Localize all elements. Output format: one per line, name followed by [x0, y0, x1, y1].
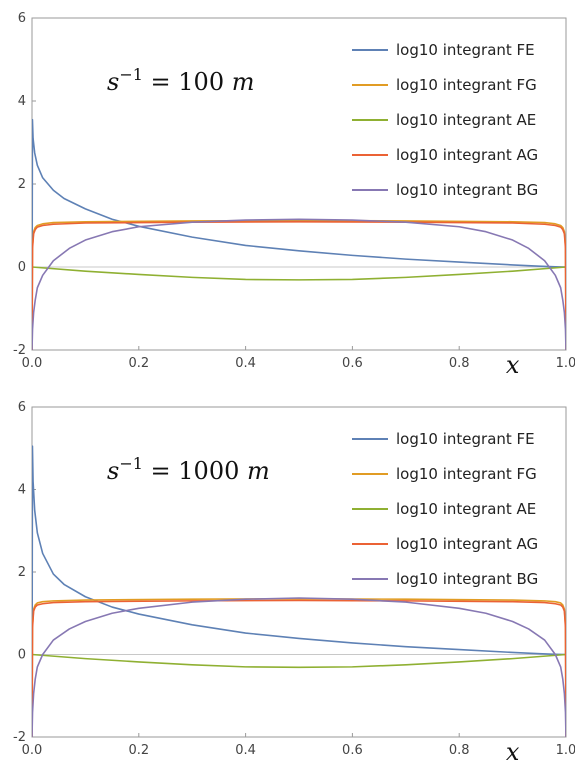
legend-label: log10 integrant FG: [396, 76, 537, 94]
x-tick-label: 0.0: [22, 743, 43, 758]
legend-label: log10 integrant AE: [396, 111, 536, 129]
annotation-unit: m: [247, 457, 270, 485]
x-tick-label: 1.0: [556, 743, 575, 758]
legend-label: log10 integrant FE: [396, 430, 535, 448]
annotation-base: s: [107, 68, 119, 96]
y-tick-label: 2: [18, 177, 26, 192]
annotation-exponent: −1: [119, 454, 143, 473]
legend: log10 integrant FE log10 integrant FG log1…: [352, 430, 538, 588]
legend-label: log10 integrant AG: [396, 146, 538, 164]
series-line-ag: [32, 220, 566, 350]
series-line-ae: [32, 653, 566, 669]
y-tick-label: 6: [18, 11, 26, 26]
x-axis-label: x: [506, 351, 520, 379]
annotation-equation: = 1000: [143, 457, 247, 485]
annotation-unit: m: [232, 68, 255, 96]
legend-label: log10 integrant AE: [396, 500, 536, 518]
legend: log10 integrant FE log10 integrant FG log1…: [352, 41, 538, 199]
y-tick-label: 0: [18, 260, 26, 275]
y-tick-label: 4: [18, 483, 26, 498]
annotation-base: s: [107, 457, 119, 485]
annotation-equation: = 100: [143, 68, 232, 96]
x-tick-label: 0.4: [235, 743, 256, 758]
annotation-text: s−1 = 1000 m: [107, 454, 270, 485]
y-tick-label: -2: [13, 343, 26, 358]
x-tick-label: 0.8: [449, 743, 470, 758]
series-line-fe: [32, 445, 566, 737]
legend-label: log10 integrant BG: [396, 181, 538, 199]
y-tick-label: 2: [18, 565, 26, 580]
x-tick-label: 0.6: [342, 743, 363, 758]
legend-label: log10 integrant BG: [396, 570, 538, 588]
x-tick-label: 1.0: [556, 356, 575, 371]
x-tick-label: 0.8: [449, 356, 470, 371]
legend-label: log10 integrant AG: [396, 535, 538, 553]
y-tick-label: 6: [18, 400, 26, 415]
y-tick-label: 0: [18, 648, 26, 663]
x-tick-label: 0.0: [22, 356, 43, 371]
x-tick-label: 0.6: [342, 356, 363, 371]
chart-1: -2 0 2 4 6 0.0 0.2 0.4 0.6 0.8 1.0 x log10 integrant…: [13, 11, 575, 379]
y-tick-label: 4: [18, 94, 26, 109]
chart-2: -2 0 2 4 6 0.0 0.2 0.4 0.6 0.8 1.0 x log10 integrant…: [13, 400, 575, 766]
legend-label: log10 integrant FE: [396, 41, 535, 59]
series-line-bg: [32, 597, 566, 737]
annotation-text: s−1 = 100 m: [107, 65, 255, 96]
series-line-fg: [32, 598, 566, 737]
series-group: [32, 118, 566, 350]
series-line-ag: [32, 599, 566, 737]
x-tick-label: 0.2: [128, 743, 149, 758]
series-line-bg: [32, 218, 566, 350]
annotation-exponent: −1: [119, 65, 143, 84]
series-line-ae: [32, 266, 566, 281]
y-tick-label: -2: [13, 730, 26, 745]
x-axis-label: x: [506, 738, 520, 766]
series-line-fg: [32, 219, 566, 350]
series-group: [32, 445, 566, 737]
x-tick-label: 0.2: [128, 356, 149, 371]
legend-label: log10 integrant FG: [396, 465, 537, 483]
x-tick-label: 0.4: [235, 356, 256, 371]
